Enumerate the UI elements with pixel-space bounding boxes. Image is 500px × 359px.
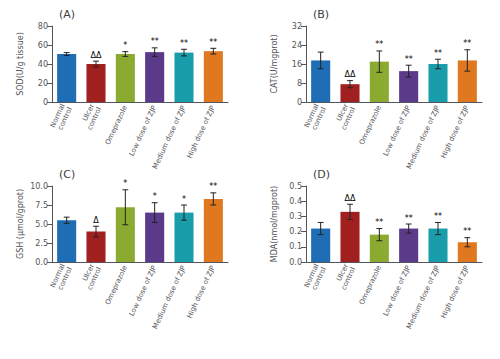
svg-text:control: control — [56, 266, 74, 291]
svg-text:Normal: Normal — [302, 102, 321, 129]
svg-text:0.0: 0.0 — [35, 258, 48, 267]
svg-text:Omeprazole: Omeprazole — [358, 104, 383, 146]
svg-text:Ulcer: Ulcer — [81, 262, 96, 283]
svg-text:Low dose of ZJP: Low dose of ZJP — [128, 104, 158, 157]
svg-text:0.4: 0.4 — [289, 197, 302, 206]
svg-text:(B): (B) — [313, 8, 329, 21]
svg-text:Medium dose of ZJP: Medium dose of ZJP — [405, 104, 441, 170]
svg-text:(A): (A) — [59, 8, 75, 21]
svg-text:0: 0 — [43, 98, 48, 107]
svg-text:0.5: 0.5 — [289, 182, 302, 191]
svg-text:Ulcer: Ulcer — [335, 262, 350, 283]
svg-text:control: control — [86, 106, 104, 131]
svg-text:24: 24 — [292, 41, 302, 50]
svg-text:High dose of ZJP: High dose of ZJP — [440, 104, 471, 159]
svg-text:Low dose of ZJP: Low dose of ZJP — [382, 104, 412, 157]
svg-text:(C): (C) — [59, 168, 75, 181]
svg-text:**: ** — [434, 212, 442, 221]
svg-text:**: ** — [375, 40, 383, 49]
svg-text:control: control — [310, 106, 328, 131]
svg-text:32: 32 — [292, 22, 302, 31]
svg-text:16: 16 — [292, 60, 302, 69]
svg-text:80: 80 — [38, 22, 48, 31]
svg-text:control: control — [340, 106, 358, 131]
svg-text:2.5: 2.5 — [35, 239, 48, 248]
svg-text:10.0: 10.0 — [30, 182, 48, 191]
svg-text:Omeprazole: Omeprazole — [358, 264, 383, 306]
svg-text:CAT(U/mgprot): CAT(U/mgprot) — [270, 34, 279, 93]
svg-text:High dose of ZJP: High dose of ZJP — [186, 264, 217, 319]
svg-text:**: ** — [405, 55, 413, 64]
svg-text:Omeprazole: Omeprazole — [104, 264, 129, 306]
svg-text:control: control — [56, 106, 74, 131]
svg-text:7.5: 7.5 — [35, 201, 48, 210]
svg-text:Δ: Δ — [93, 216, 99, 225]
svg-text:*: * — [123, 179, 127, 188]
svg-text:ΔΔ: ΔΔ — [345, 70, 356, 79]
svg-text:**: ** — [375, 218, 383, 227]
svg-text:MDA(nmol/mgprot): MDA(nmol/mgprot) — [270, 186, 279, 262]
svg-text:0.1: 0.1 — [289, 242, 302, 251]
svg-text:Ulcer: Ulcer — [81, 102, 96, 123]
svg-text:ΔΔ: ΔΔ — [345, 194, 356, 203]
svg-text:High dose of ZJP: High dose of ZJP — [186, 104, 217, 159]
svg-text:Low dose of ZJP: Low dose of ZJP — [382, 264, 412, 317]
svg-text:ΔΔ: ΔΔ — [91, 51, 102, 60]
svg-text:8: 8 — [297, 79, 302, 88]
svg-text:60: 60 — [38, 41, 48, 50]
svg-text:**: ** — [209, 182, 217, 191]
svg-text:5.0: 5.0 — [35, 220, 48, 229]
svg-text:Normal: Normal — [48, 102, 67, 129]
svg-text:control: control — [340, 266, 358, 291]
svg-text:Medium dose of ZJP: Medium dose of ZJP — [151, 264, 187, 330]
svg-text:Normal: Normal — [48, 262, 67, 289]
svg-text:Low dose of ZJP: Low dose of ZJP — [128, 264, 158, 317]
svg-text:control: control — [310, 266, 328, 291]
svg-text:0.0: 0.0 — [289, 258, 302, 267]
svg-text:Medium dose of ZJP: Medium dose of ZJP — [405, 264, 441, 330]
svg-text:High dose of ZJP: High dose of ZJP — [440, 264, 471, 319]
svg-text:**: ** — [434, 49, 442, 58]
svg-text:0.2: 0.2 — [289, 227, 302, 236]
svg-text:GSH (μmol/gprot): GSH (μmol/gprot) — [16, 189, 25, 259]
svg-text:**: ** — [463, 39, 471, 48]
svg-text:Normal: Normal — [302, 262, 321, 289]
svg-text:**: ** — [180, 39, 188, 48]
svg-text:0: 0 — [297, 98, 302, 107]
svg-text:20: 20 — [38, 79, 48, 88]
svg-text:Ulcer: Ulcer — [335, 102, 350, 123]
svg-text:SOD(U/g tissue): SOD(U/g tissue) — [16, 32, 25, 96]
svg-text:0.3: 0.3 — [289, 212, 302, 221]
svg-text:*: * — [182, 195, 186, 204]
svg-text:**: ** — [463, 227, 471, 236]
svg-text:*: * — [123, 41, 127, 50]
svg-text:(D): (D) — [313, 168, 330, 181]
svg-text:**: ** — [209, 38, 217, 47]
svg-text:Omeprazole: Omeprazole — [104, 104, 129, 146]
svg-text:40: 40 — [38, 60, 48, 69]
svg-text:control: control — [86, 266, 104, 291]
svg-text:Medium dose of ZJP: Medium dose of ZJP — [151, 104, 187, 170]
svg-text:*: * — [153, 192, 157, 201]
svg-text:**: ** — [405, 214, 413, 223]
svg-text:**: ** — [151, 37, 159, 46]
